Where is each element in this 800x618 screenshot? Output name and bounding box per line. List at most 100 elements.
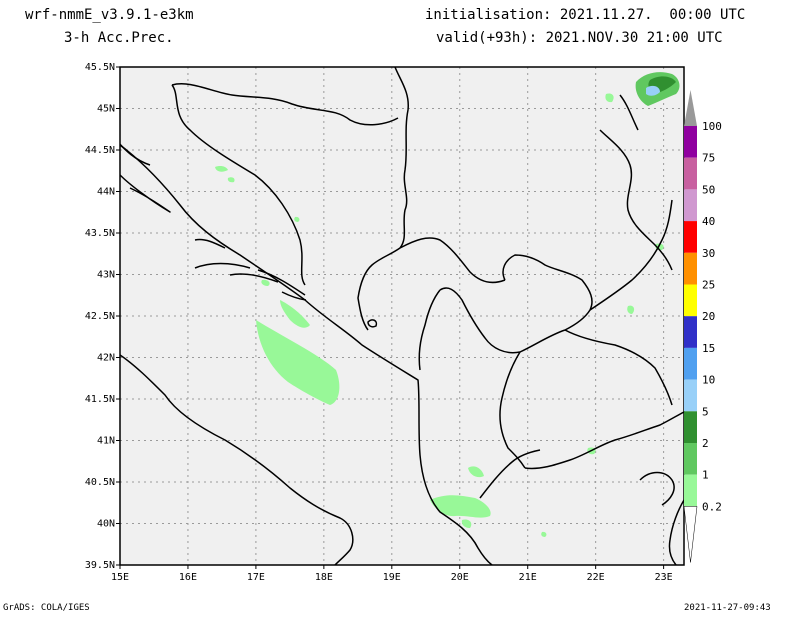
lat-tick-label: 41N — [97, 436, 115, 447]
legend-top-triangle — [684, 90, 697, 126]
croatia-bosnia-border — [171, 84, 306, 286]
init-time: initialisation: 2021.11.27. 00:00 UTC — [425, 7, 746, 23]
precip-area — [605, 93, 614, 103]
product-title: 3-h Acc.Prec. — [64, 30, 174, 46]
greece-coast — [639, 471, 675, 506]
legend-label: 20 — [702, 310, 715, 323]
legend-swatch — [684, 157, 697, 190]
legend-swatch — [684, 189, 697, 222]
serbia-west-border — [394, 67, 409, 249]
lon-tick-label: 15E — [111, 572, 129, 583]
latitude-axis: 45.5N 45N 44.5N 44N 43.5N 43N 42.5N 42N 41.5N 41N… — [85, 62, 120, 571]
serbia-bulgaria-border — [589, 199, 673, 311]
lat-tick-label: 42.5N — [85, 311, 115, 322]
adriatic-coastline — [120, 144, 493, 565]
lat-tick-label: 45N — [97, 104, 115, 115]
lon-tick-label: 21E — [519, 572, 537, 583]
precip-area — [294, 216, 300, 222]
legend-swatch — [684, 443, 697, 475]
kvarner-coast — [120, 143, 151, 166]
legend-label: 2 — [702, 437, 709, 450]
serbia-romania-border — [599, 129, 673, 271]
map-content — [120, 67, 684, 565]
istria-coast — [120, 174, 171, 213]
montenegro-albania-border — [418, 289, 441, 371]
legend-swatch — [684, 379, 697, 412]
lat-tick-label: 43.5N — [85, 228, 115, 239]
lon-tick-label: 22E — [587, 572, 605, 583]
valid-time: valid(+93h): 2021.NOV.30 21:00 UTC — [436, 30, 723, 46]
lon-tick-label: 18E — [315, 572, 333, 583]
legend-swatch — [684, 284, 697, 317]
precip-area-south-albania — [430, 495, 491, 518]
legend-label: 10 — [702, 374, 715, 387]
kosovo-border-north — [502, 254, 593, 331]
legend-swatch — [684, 252, 697, 285]
greece-albania-border — [479, 449, 541, 499]
legend-label: 50 — [702, 183, 715, 196]
lat-tick-label: 43N — [97, 270, 115, 281]
lat-tick-label: 41.5N — [85, 394, 115, 405]
precip-area — [227, 177, 235, 183]
island — [229, 273, 279, 283]
legend-label: 25 — [702, 279, 715, 292]
italy-east-coast — [120, 354, 354, 565]
precip-area-northeast-peak — [646, 85, 660, 96]
legend-label: 0.2 — [702, 500, 722, 513]
lon-tick-label: 23E — [655, 572, 673, 583]
model-title: wrf-nmmE_v3.9.1-e3km — [25, 7, 194, 23]
legend-label: 30 — [702, 247, 715, 260]
kotor-bay — [367, 319, 378, 328]
legend-label: 40 — [702, 215, 715, 228]
precip-area — [261, 279, 270, 286]
lon-tick-label: 20E — [451, 572, 469, 583]
precip-area — [215, 166, 228, 172]
coastlines-borders — [120, 67, 684, 565]
legend-label: 15 — [702, 342, 715, 355]
peljesac — [257, 269, 306, 296]
precip-area — [541, 531, 547, 537]
precip-area — [461, 519, 472, 528]
lat-tick-label: 44.5N — [85, 145, 115, 156]
legend-swatch — [684, 474, 697, 507]
legend-label: 100 — [702, 120, 722, 133]
color-legend: 100 75 50 40 30 25 20 15 10 5 2 1 0.2 — [683, 90, 722, 563]
longitude-axis: 15E 16E 17E 18E 19E 20E 21E 22E 23E — [111, 565, 673, 583]
precip-area-coast — [280, 300, 310, 328]
lat-tick-label: 40N — [97, 519, 115, 530]
lat-tick-label: 42N — [97, 353, 115, 364]
legend-label: 75 — [702, 152, 715, 165]
bosnia-montenegro-border — [357, 247, 401, 331]
lon-tick-label: 17E — [247, 572, 265, 583]
precip-area-adriatic — [256, 320, 340, 405]
legend-swatch — [684, 126, 697, 158]
aegean-coast — [668, 499, 684, 565]
precip-area — [468, 466, 484, 478]
precip-areas — [215, 72, 680, 537]
lat-tick-label: 40.5N — [85, 477, 115, 488]
legend-swatch — [684, 411, 697, 443]
precip-area — [627, 305, 635, 314]
danube-border — [619, 94, 639, 131]
legend-bottom-triangle — [683, 506, 698, 563]
legend-label: 5 — [702, 405, 709, 418]
island — [194, 238, 226, 249]
legend-swatch — [684, 347, 697, 380]
croatia-bosnia-north-border — [171, 83, 399, 126]
graticule — [120, 67, 684, 565]
legend-swatch — [684, 221, 697, 253]
macedonia-bulgaria-border — [564, 329, 673, 406]
grads-credit: GrADS: COLA/IGES — [3, 603, 90, 613]
lon-tick-label: 16E — [179, 572, 197, 583]
lat-tick-label: 39.5N — [85, 560, 115, 571]
greece-macedonia-border — [524, 411, 684, 470]
montenegro-serbia-border — [399, 237, 506, 284]
lon-tick-label: 19E — [383, 572, 401, 583]
lat-tick-label: 45.5N — [85, 62, 115, 73]
island — [194, 262, 251, 269]
kosovo-border-south — [439, 287, 566, 354]
legend-swatch — [684, 316, 697, 348]
legend-label: 1 — [702, 469, 709, 482]
plot-timestamp: 2021-11-27-09:43 — [684, 603, 771, 613]
